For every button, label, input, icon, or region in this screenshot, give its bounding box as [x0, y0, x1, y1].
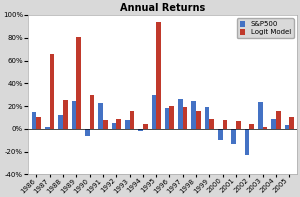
Bar: [138, 129, 143, 131]
Bar: [271, 119, 276, 129]
Bar: [249, 124, 254, 129]
Bar: [285, 125, 289, 129]
Bar: [156, 22, 161, 129]
Bar: [209, 119, 214, 129]
Legend: S&P500, Logit Model: S&P500, Logit Model: [237, 18, 294, 38]
Bar: [63, 100, 68, 129]
Bar: [36, 117, 41, 129]
Bar: [112, 123, 116, 129]
Bar: [50, 54, 54, 129]
Bar: [72, 101, 76, 129]
Bar: [125, 120, 130, 129]
Bar: [32, 112, 36, 129]
Bar: [205, 107, 209, 129]
Bar: [76, 37, 81, 129]
Bar: [143, 124, 148, 129]
Bar: [85, 129, 90, 136]
Bar: [191, 101, 196, 129]
Bar: [218, 129, 223, 140]
Bar: [236, 122, 241, 129]
Bar: [130, 111, 134, 129]
Bar: [90, 95, 94, 129]
Bar: [231, 129, 236, 144]
Bar: [276, 111, 280, 129]
Bar: [196, 111, 201, 129]
Title: Annual Returns: Annual Returns: [120, 3, 206, 13]
Bar: [98, 103, 103, 129]
Bar: [58, 115, 63, 129]
Bar: [165, 108, 170, 129]
Bar: [116, 119, 121, 129]
Bar: [45, 127, 50, 129]
Bar: [223, 120, 227, 129]
Bar: [245, 129, 249, 155]
Bar: [178, 99, 183, 129]
Bar: [289, 117, 294, 129]
Bar: [258, 102, 262, 129]
Bar: [183, 107, 188, 129]
Bar: [152, 95, 156, 129]
Bar: [169, 106, 174, 129]
Bar: [103, 120, 108, 129]
Bar: [262, 127, 267, 129]
